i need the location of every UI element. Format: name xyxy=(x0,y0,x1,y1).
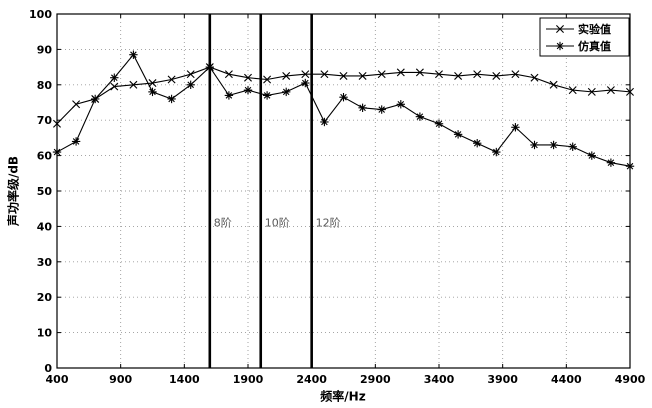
x-tick-label: 400 xyxy=(46,373,69,386)
y-tick-label: 80 xyxy=(37,79,53,92)
x-tick-label: 4900 xyxy=(615,373,646,386)
y-tick-label: 40 xyxy=(37,220,53,233)
order-label: 10阶 xyxy=(265,215,290,229)
gridlines xyxy=(57,14,630,368)
plot-border xyxy=(56,13,631,369)
y-tick-label: 0 xyxy=(44,362,52,375)
legend-item-0 xyxy=(546,25,574,33)
y-tick-label: 100 xyxy=(29,8,52,21)
x-tick-label: 3400 xyxy=(424,373,455,386)
x-tick-label: 3900 xyxy=(487,373,518,386)
legend-item-1 xyxy=(546,41,574,51)
y-tick-label: 50 xyxy=(37,185,53,198)
x-tick-label: 2400 xyxy=(296,373,327,386)
legend-label: 仿真值 xyxy=(578,39,611,53)
y-tick-label: 90 xyxy=(37,43,53,56)
y-tick-label: 10 xyxy=(37,327,53,340)
x-tick-label: 900 xyxy=(109,373,132,386)
y-tick-label: 60 xyxy=(37,150,53,163)
axis-ticks: 400 900 1400 1900 2400 2900 3400 3900 4400 4900 0 1… xyxy=(29,8,646,386)
y-tick-label: 70 xyxy=(37,114,53,127)
x-tick-label: 4400 xyxy=(551,373,582,386)
legend-box xyxy=(539,17,630,57)
x-tick-label: 1400 xyxy=(169,373,200,386)
x-tick-label: 2900 xyxy=(360,373,391,386)
y-axis-label: 声功率级/dB xyxy=(6,155,21,227)
y-tick-label: 20 xyxy=(37,291,53,304)
x-axis-label: 频率/Hz xyxy=(320,389,366,404)
order-label: 8阶 xyxy=(214,215,232,229)
legend-label: 实验值 xyxy=(578,22,611,36)
order-label: 12阶 xyxy=(316,215,341,229)
x-tick-label: 1900 xyxy=(233,373,264,386)
series-1 xyxy=(52,50,635,171)
y-tick-label: 30 xyxy=(37,256,53,269)
order-lines: 8阶 10阶 12阶 xyxy=(208,14,341,368)
